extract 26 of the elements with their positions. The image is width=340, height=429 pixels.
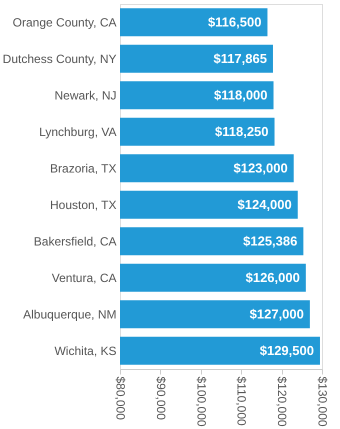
y-tick-label: Ventura, CA (52, 270, 116, 285)
y-tick-label: Lynchburg, VA (39, 124, 116, 139)
x-tick-label: $90,000 (154, 376, 168, 420)
data-label: $123,000 (233, 160, 288, 176)
data-label: $127,000 (250, 306, 304, 322)
data-label: $126,000 (246, 270, 300, 285)
y-tick-label: Dutchess County, NY (2, 52, 116, 66)
y-tick-label: Houston, TX (50, 198, 116, 212)
data-label: $129,500 (260, 342, 314, 358)
y-tick-label: Orange County, CA (12, 15, 116, 30)
x-tick-label: $120,000 (275, 376, 290, 427)
x-tick-label: $110,000 (234, 376, 249, 426)
data-label: $124,000 (238, 196, 292, 212)
data-label: $118,000 (214, 87, 268, 102)
y-tick-label: Albuquerque, NM (23, 307, 116, 322)
data-label: $125,386 (243, 233, 298, 248)
data-label: $116,500 (208, 14, 262, 30)
x-tick-label: $100,000 (194, 376, 208, 427)
x-tick-label: $130,000 (316, 376, 330, 427)
x-tick-label: $80,000 (114, 376, 128, 420)
y-tick-label: Newark, NJ (54, 88, 116, 102)
y-tick-label: Brazoria, TX (50, 161, 116, 176)
data-label: $117,865 (213, 50, 267, 66)
data-label: $118,250 (215, 124, 269, 139)
y-tick-label: Wichita, KS (54, 344, 116, 358)
y-tick-label: Bakersfield, CA (34, 234, 116, 248)
